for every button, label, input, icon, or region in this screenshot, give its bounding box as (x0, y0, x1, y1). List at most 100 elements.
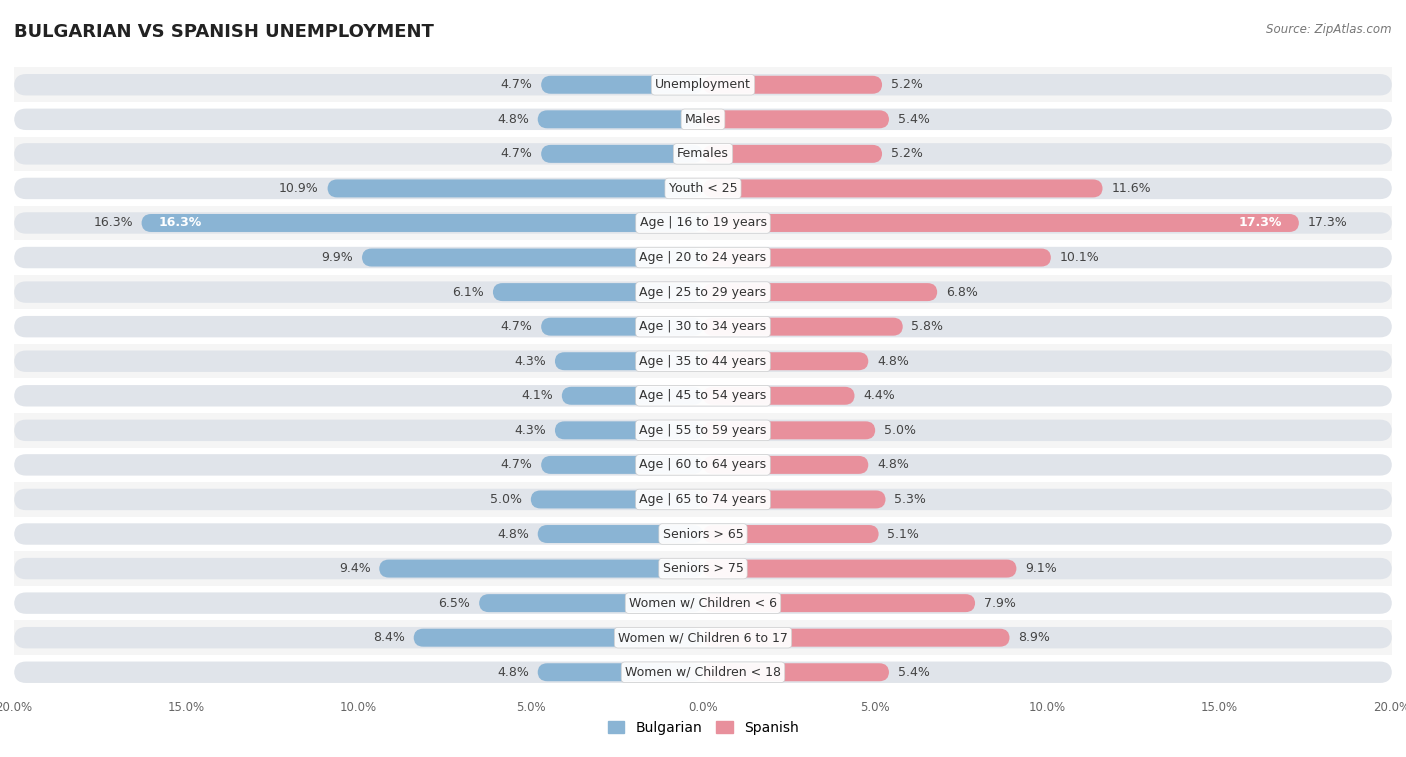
Text: 5.3%: 5.3% (894, 493, 927, 506)
Text: 6.5%: 6.5% (439, 597, 471, 609)
FancyBboxPatch shape (14, 316, 1392, 338)
FancyBboxPatch shape (14, 108, 1392, 130)
Text: Age | 55 to 59 years: Age | 55 to 59 years (640, 424, 766, 437)
Text: 4.8%: 4.8% (498, 665, 529, 679)
Text: 11.6%: 11.6% (1111, 182, 1152, 195)
FancyBboxPatch shape (494, 283, 703, 301)
Bar (14, 344, 1392, 378)
Text: Source: ZipAtlas.com: Source: ZipAtlas.com (1267, 23, 1392, 36)
Text: 17.3%: 17.3% (1239, 217, 1282, 229)
FancyBboxPatch shape (703, 214, 1299, 232)
Text: Age | 35 to 44 years: Age | 35 to 44 years (640, 355, 766, 368)
Bar (14, 447, 1392, 482)
Text: Age | 65 to 74 years: Age | 65 to 74 years (640, 493, 766, 506)
Text: 5.2%: 5.2% (891, 148, 922, 160)
Text: 4.7%: 4.7% (501, 459, 533, 472)
FancyBboxPatch shape (14, 558, 1392, 579)
FancyBboxPatch shape (14, 593, 1392, 614)
Bar (14, 413, 1392, 447)
Text: Women w/ Children 6 to 17: Women w/ Children 6 to 17 (619, 631, 787, 644)
FancyBboxPatch shape (562, 387, 703, 405)
FancyBboxPatch shape (541, 456, 703, 474)
Text: 5.1%: 5.1% (887, 528, 920, 540)
Bar (14, 482, 1392, 517)
Text: 9.1%: 9.1% (1025, 562, 1057, 575)
FancyBboxPatch shape (541, 318, 703, 335)
Text: 4.8%: 4.8% (877, 355, 908, 368)
FancyBboxPatch shape (703, 559, 1017, 578)
Bar (14, 240, 1392, 275)
Text: 7.9%: 7.9% (984, 597, 1015, 609)
FancyBboxPatch shape (361, 248, 703, 266)
Text: 8.9%: 8.9% (1018, 631, 1050, 644)
Text: Seniors > 75: Seniors > 75 (662, 562, 744, 575)
Text: 9.9%: 9.9% (322, 251, 353, 264)
Text: 6.1%: 6.1% (453, 285, 484, 298)
FancyBboxPatch shape (703, 76, 882, 94)
FancyBboxPatch shape (703, 318, 903, 335)
Text: BULGARIAN VS SPANISH UNEMPLOYMENT: BULGARIAN VS SPANISH UNEMPLOYMENT (14, 23, 434, 41)
Bar (14, 206, 1392, 240)
FancyBboxPatch shape (531, 491, 703, 509)
Text: 4.7%: 4.7% (501, 148, 533, 160)
Text: 16.3%: 16.3% (159, 217, 202, 229)
Bar (14, 586, 1392, 621)
Text: Age | 20 to 24 years: Age | 20 to 24 years (640, 251, 766, 264)
FancyBboxPatch shape (703, 456, 869, 474)
FancyBboxPatch shape (541, 76, 703, 94)
Text: 5.0%: 5.0% (491, 493, 522, 506)
Text: Females: Females (678, 148, 728, 160)
Text: 8.4%: 8.4% (373, 631, 405, 644)
Text: 5.8%: 5.8% (911, 320, 943, 333)
FancyBboxPatch shape (14, 350, 1392, 372)
FancyBboxPatch shape (703, 594, 976, 612)
Text: 4.8%: 4.8% (498, 113, 529, 126)
FancyBboxPatch shape (142, 214, 703, 232)
FancyBboxPatch shape (14, 143, 1392, 164)
FancyBboxPatch shape (14, 454, 1392, 475)
FancyBboxPatch shape (703, 663, 889, 681)
Text: 17.3%: 17.3% (1308, 217, 1347, 229)
Bar (14, 517, 1392, 551)
FancyBboxPatch shape (703, 248, 1050, 266)
FancyBboxPatch shape (479, 594, 703, 612)
FancyBboxPatch shape (703, 352, 869, 370)
Text: 4.8%: 4.8% (877, 459, 908, 472)
Text: 4.3%: 4.3% (515, 355, 547, 368)
Bar (14, 275, 1392, 310)
FancyBboxPatch shape (14, 282, 1392, 303)
Text: 9.4%: 9.4% (339, 562, 371, 575)
FancyBboxPatch shape (703, 145, 882, 163)
Text: 4.3%: 4.3% (515, 424, 547, 437)
FancyBboxPatch shape (555, 422, 703, 439)
Text: 10.1%: 10.1% (1060, 251, 1099, 264)
Bar (14, 621, 1392, 655)
Text: 6.8%: 6.8% (946, 285, 977, 298)
Text: Age | 60 to 64 years: Age | 60 to 64 years (640, 459, 766, 472)
FancyBboxPatch shape (14, 178, 1392, 199)
Bar (14, 136, 1392, 171)
Bar (14, 171, 1392, 206)
FancyBboxPatch shape (537, 111, 703, 128)
FancyBboxPatch shape (555, 352, 703, 370)
Bar (14, 655, 1392, 690)
FancyBboxPatch shape (14, 74, 1392, 95)
FancyBboxPatch shape (703, 525, 879, 543)
Text: Seniors > 65: Seniors > 65 (662, 528, 744, 540)
FancyBboxPatch shape (537, 525, 703, 543)
Text: 4.4%: 4.4% (863, 389, 896, 402)
FancyBboxPatch shape (703, 179, 1102, 198)
Text: 4.7%: 4.7% (501, 78, 533, 92)
FancyBboxPatch shape (380, 559, 703, 578)
Bar (14, 378, 1392, 413)
Text: Age | 45 to 54 years: Age | 45 to 54 years (640, 389, 766, 402)
Legend: Bulgarian, Spanish: Bulgarian, Spanish (602, 715, 804, 740)
Text: Age | 16 to 19 years: Age | 16 to 19 years (640, 217, 766, 229)
FancyBboxPatch shape (14, 212, 1392, 234)
Text: 4.1%: 4.1% (522, 389, 553, 402)
Text: Age | 30 to 34 years: Age | 30 to 34 years (640, 320, 766, 333)
FancyBboxPatch shape (703, 422, 875, 439)
FancyBboxPatch shape (703, 283, 938, 301)
Bar (14, 67, 1392, 102)
Text: 4.7%: 4.7% (501, 320, 533, 333)
